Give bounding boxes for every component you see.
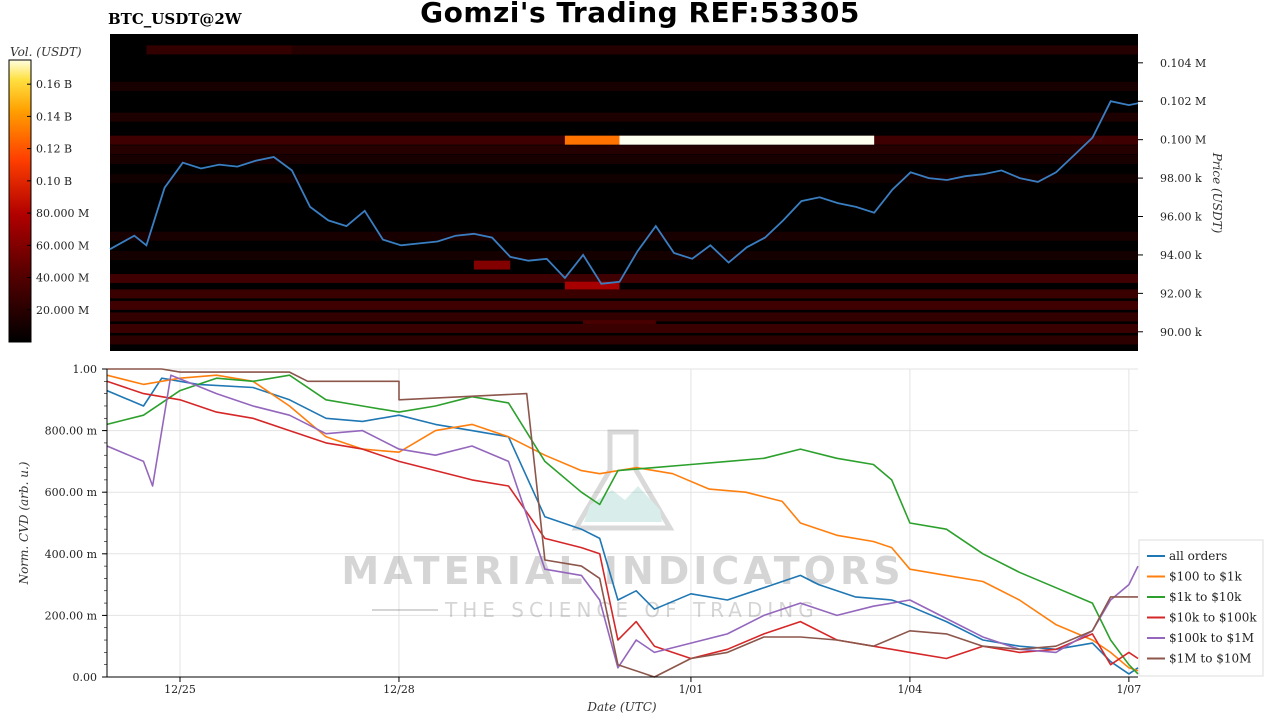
liquidity-level (110, 145, 1138, 155)
legend-label: $10k to $100k (1169, 611, 1257, 625)
liquidity-level (110, 112, 1138, 122)
x-axis-label: Date (UTC) (586, 700, 656, 714)
y-tick-label: 1.00 (73, 363, 98, 376)
legend-label: $100k to $1M (1169, 631, 1254, 645)
x-tick-label: 12/25 (164, 683, 196, 696)
y-tick-label: 800.00 m (45, 425, 98, 438)
liquidity-level (110, 323, 1138, 333)
price-tick-label: 98.00 k (1160, 172, 1202, 185)
colorbar-tick-label: 60.000 M (36, 239, 89, 252)
liquidity-level (619, 135, 875, 145)
legend-label: $1M to $10M (1169, 652, 1251, 666)
liquidity-level (110, 231, 1138, 241)
x-tick-label: 1/04 (898, 683, 923, 696)
colorbar-tick-label: 0.12 B (36, 143, 72, 156)
price-tick-label: 90.00 k (1160, 326, 1202, 339)
colorbar-tick-label: 0.10 B (36, 175, 72, 188)
liquidity-level (110, 335, 1138, 345)
price-line (109, 100, 1139, 285)
colorbar-label: Vol. (USDT) (10, 45, 82, 59)
colorbar-tick-label: 80.000 M (36, 207, 89, 220)
liquidity-level (110, 300, 1138, 310)
colorbar: Vol. (USDT) 20.000 M 40.000 M 60.000 M 80.0… (8, 45, 89, 343)
series-line-3 (106, 380, 1139, 666)
liquidity-level (110, 312, 1138, 322)
cvd-panel: MATERIAL INDICATORS THE SCIENCE OF TRADI… (17, 363, 1264, 714)
legend: all orders $100 to $1k $1k to $10k $10k to … (1138, 539, 1264, 677)
price-tick-label: 94.00 k (1160, 249, 1202, 262)
y-tick-label: 200.00 m (45, 609, 98, 622)
liquidity-level (564, 135, 620, 145)
colorbar-tick-label: 0.14 B (36, 110, 72, 123)
flask-icon (571, 429, 675, 531)
watermark: MATERIAL INDICATORS THE SCIENCE OF TRADI… (341, 429, 904, 622)
liquidity-level (564, 281, 620, 291)
liquidity-level (473, 260, 511, 270)
legend-box (1138, 539, 1264, 677)
price-tick-label: 0.100 M (1160, 134, 1206, 147)
series-line-1 (106, 374, 1139, 672)
price-tick-label: 0.104 M (1160, 57, 1206, 70)
flask-liquid (584, 486, 662, 522)
liquidity-level (110, 174, 1138, 184)
colorbar-gradient (8, 59, 32, 343)
liquidity-level (291, 45, 1138, 55)
series-line-4 (106, 374, 1139, 669)
price-axis-label: Price (USDT) (1210, 152, 1224, 234)
price-tick-label: 0.102 M (1160, 95, 1206, 108)
watermark-tagline: THE SCIENCE OF TRADING (444, 598, 819, 622)
liquidity-level (146, 45, 292, 55)
legend-label: $1k to $10k (1169, 590, 1242, 604)
y-tick-label: 600.00 m (45, 486, 98, 499)
watermark-name: MATERIAL INDICATORS (341, 549, 904, 593)
liquidity-level (110, 81, 1138, 91)
price-tick-label: 92.00 k (1160, 287, 1202, 300)
heatmap-panel: 90.00 k 92.00 k 94.00 k 96.00 k 98.00 k 0.100… (109, 34, 1224, 351)
colorbar-tick-label: 0.16 B (36, 78, 72, 91)
liquidity-level (110, 250, 1138, 260)
colorbar-tick-label: 20.000 M (36, 304, 89, 317)
legend-label: $100 to $1k (1169, 570, 1242, 584)
x-tick-label: 1/07 (1117, 683, 1142, 696)
symbol-label: BTC_USDT@2W (108, 10, 242, 28)
series-line-5 (107, 368, 1138, 678)
x-tick-label: 12/28 (383, 683, 415, 696)
liquidity-level (110, 273, 1138, 283)
cvd-plot-area (107, 369, 1138, 677)
y-tick-label: 400.00 m (45, 548, 98, 561)
price-tick-label: 96.00 k (1160, 211, 1202, 224)
liquidity-level (110, 289, 1138, 299)
chart-title: Gomzi's Trading REF:53305 (420, 0, 860, 29)
legend-label: all orders (1169, 549, 1227, 563)
series-line-2 (106, 374, 1139, 675)
y-tick-label: 0.00 (73, 671, 98, 684)
y-axis-label: Norm. CVD (arb. u.) (17, 461, 31, 585)
colorbar-tick-label: 40.000 M (36, 272, 89, 285)
liquidity-level (110, 154, 1138, 164)
x-tick-label: 1/01 (679, 683, 704, 696)
